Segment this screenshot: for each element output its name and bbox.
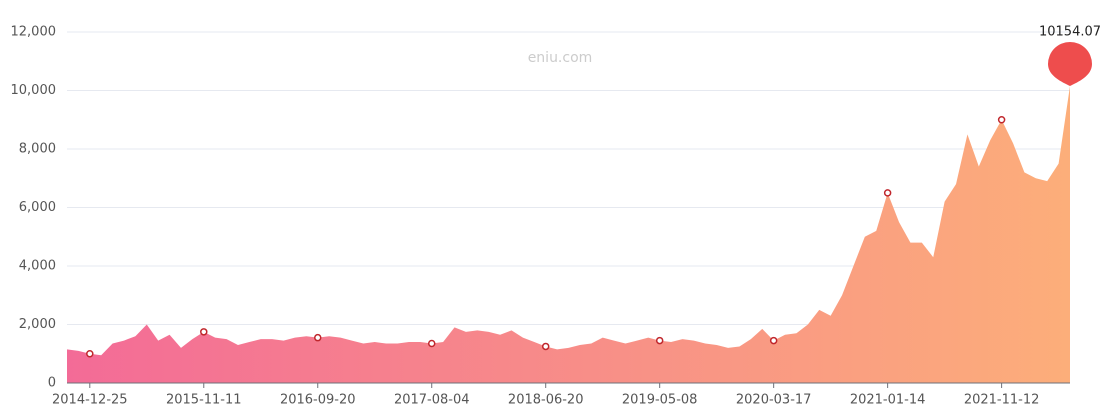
x-tick-label: 2017-08-04 (394, 393, 470, 408)
x-tick-label: 2015-11-11 (166, 393, 242, 408)
y-tick-label: 12,000 (11, 25, 57, 40)
x-tick-label: 2021-01-14 (850, 393, 926, 408)
x-tick-label: 2018-06-20 (508, 393, 584, 408)
peak-label: 10154.07 (1039, 24, 1101, 39)
marker (541, 342, 550, 351)
watermark: eniu.com (528, 50, 593, 66)
y-tick-label: 2,000 (19, 317, 56, 332)
marker (883, 189, 892, 197)
marker (427, 339, 436, 348)
x-tick-label: 2016-09-20 (280, 393, 356, 408)
peak-pin (1048, 41, 1092, 86)
x-tick-label: 2021-11-12 (964, 393, 1040, 408)
marker (769, 336, 778, 345)
marker (655, 336, 664, 345)
y-tick-label: 6,000 (19, 200, 56, 215)
marker (314, 333, 322, 342)
marker (86, 350, 94, 358)
x-tick-label: 2020-03-17 (736, 393, 812, 408)
y-tick-label: 8,000 (19, 142, 56, 157)
y-tick-label: 0 (48, 376, 56, 391)
marker (997, 116, 1006, 124)
y-tick-label: 4,000 (19, 259, 56, 274)
x-tick-label: 2019-05-08 (622, 393, 698, 408)
area (67, 85, 1070, 383)
x-tick-label: 2014-12-25 (52, 393, 128, 408)
marker (200, 328, 208, 336)
y-tick-label: 10,000 (11, 83, 57, 98)
